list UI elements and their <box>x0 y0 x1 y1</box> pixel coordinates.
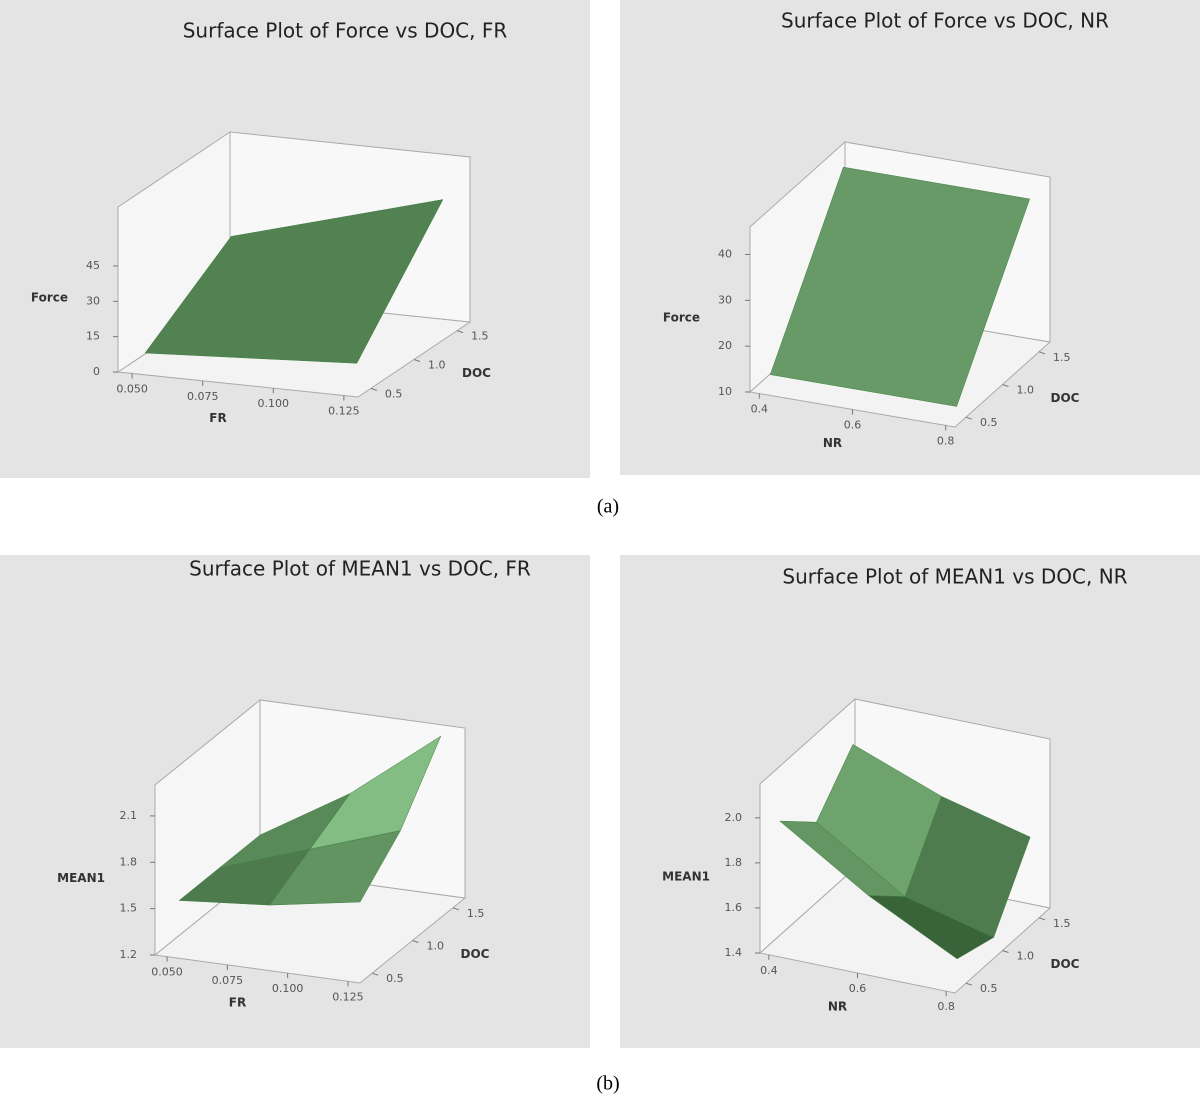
y-tick <box>965 982 973 986</box>
y-tick-label: 1.0 <box>427 940 445 953</box>
y-tick-label: 1.0 <box>1017 384 1035 397</box>
x-axis-label: FR <box>229 996 246 1010</box>
panel: Surface Plot of MEAN1 vs DOC, FR 0.050 0.0… <box>0 555 590 1048</box>
y-axis-label: DOC <box>462 366 491 380</box>
chart-title: Surface Plot of Force vs DOC, FR <box>183 19 508 43</box>
y-tick <box>1002 384 1009 387</box>
x-tick-label: 0.125 <box>328 405 360 418</box>
z-tick-label: 20 <box>718 339 732 352</box>
y-tick-label: 1.5 <box>1053 917 1071 930</box>
panel: Surface Plot of Force vs DOC, NR 0.4 0.6 0.… <box>620 0 1200 475</box>
z-axis-label: MEAN1 <box>662 869 710 883</box>
x-tick-label: 0.6 <box>844 419 862 432</box>
y-axis-label: DOC <box>461 947 490 961</box>
panel: Surface Plot of MEAN1 vs DOC, NR 0.4 0.6 0.… <box>620 555 1200 1048</box>
surface-patch <box>269 830 401 906</box>
y-axis-label: DOC <box>1051 391 1080 405</box>
z-tick-label: 40 <box>718 248 732 261</box>
x-tick-label: 0.100 <box>272 982 304 995</box>
y-axis-label: DOC <box>1051 957 1080 971</box>
z-axis-label: Force <box>31 290 68 304</box>
x-tick-label: 0.125 <box>332 990 364 1003</box>
z-tick-label: 45 <box>86 259 100 272</box>
y-tick <box>452 907 460 911</box>
x-tick-label: 0.4 <box>751 403 769 416</box>
x-tick-label: 0.6 <box>849 982 867 995</box>
y-tick <box>1038 917 1046 921</box>
y-tick <box>1002 950 1009 953</box>
y-tick <box>456 330 464 334</box>
y-tick <box>413 359 421 362</box>
chart-title: Surface Plot of Force vs DOC, NR <box>781 9 1109 33</box>
y-tick-label: 0.5 <box>385 387 403 400</box>
surface-patch <box>867 895 995 960</box>
y-tick <box>1038 351 1046 355</box>
surface-patch <box>144 199 444 364</box>
y-tick <box>370 387 378 391</box>
z-tick-label: 1.2 <box>120 948 138 961</box>
caption: (a) <box>597 496 619 518</box>
z-tick-label: 1.4 <box>725 946 743 959</box>
z-axis-label: Force <box>663 310 700 324</box>
x-axis-label: NR <box>828 1000 847 1014</box>
x-tick-label: 0.075 <box>187 390 219 403</box>
x-axis-label: NR <box>823 436 842 450</box>
y-tick <box>965 416 973 420</box>
y-tick-label: 0.5 <box>980 982 998 995</box>
z-tick-label: 2.0 <box>725 811 743 824</box>
z-tick-label: 1.6 <box>725 901 743 914</box>
chart-title: Surface Plot of MEAN1 vs DOC, NR <box>782 565 1127 589</box>
z-tick-label: 2.1 <box>120 809 138 822</box>
y-tick-label: 1.0 <box>428 359 446 372</box>
z-tick-label: 30 <box>718 293 732 306</box>
x-tick-label: 0.8 <box>937 1000 955 1013</box>
x-tick-label: 0.4 <box>760 964 778 977</box>
chart-title: Surface Plot of MEAN1 vs DOC, FR <box>189 557 531 581</box>
z-tick-label: 15 <box>86 330 100 343</box>
y-tick <box>412 940 419 943</box>
x-tick-label: 0.050 <box>116 382 148 395</box>
x-tick-label: 0.050 <box>151 966 183 979</box>
z-tick-label: 1.8 <box>120 855 138 868</box>
x-tick-label: 0.100 <box>258 397 290 410</box>
y-tick-label: 0.5 <box>980 416 998 429</box>
panel: Surface Plot of Force vs DOC, FR 0.050 0.0… <box>0 0 590 478</box>
z-tick-label: 30 <box>86 294 100 307</box>
caption: (b) <box>596 1073 619 1095</box>
y-tick-label: 1.5 <box>471 330 489 343</box>
y-tick-label: 1.5 <box>1053 351 1071 364</box>
z-tick-label: 1.5 <box>120 902 138 915</box>
y-tick-label: 0.5 <box>386 972 404 985</box>
y-tick-label: 1.0 <box>1017 950 1035 963</box>
x-tick-label: 0.075 <box>212 974 244 987</box>
y-tick-label: 1.5 <box>467 907 485 920</box>
z-tick-label: 1.8 <box>725 856 743 869</box>
x-axis-label: FR <box>209 411 226 425</box>
z-tick-label: 0 <box>93 365 100 378</box>
y-tick <box>371 972 379 976</box>
x-tick-label: 0.8 <box>937 434 955 447</box>
z-tick-label: 10 <box>718 385 732 398</box>
z-axis-label: MEAN1 <box>57 871 105 885</box>
surface-patch <box>769 166 1031 407</box>
